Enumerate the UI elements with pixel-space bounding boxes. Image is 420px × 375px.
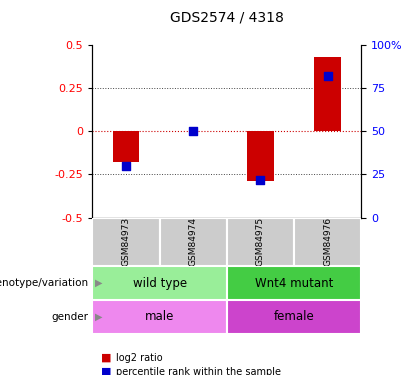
- Text: GSM84975: GSM84975: [256, 217, 265, 266]
- Point: [324, 73, 331, 79]
- Bar: [160, 217, 227, 266]
- Text: percentile rank within the sample: percentile rank within the sample: [116, 367, 281, 375]
- Text: GSM84974: GSM84974: [189, 217, 198, 266]
- Bar: [227, 217, 294, 266]
- Text: GSM84976: GSM84976: [323, 217, 332, 266]
- Text: GSM84973: GSM84973: [121, 217, 131, 266]
- Text: genotype/variation: genotype/variation: [0, 278, 88, 288]
- Bar: [92, 217, 160, 266]
- Bar: [92, 300, 227, 334]
- Text: ■: ■: [101, 353, 111, 363]
- Text: ▶: ▶: [94, 312, 102, 322]
- Text: gender: gender: [51, 312, 88, 322]
- Point: [123, 163, 129, 169]
- Text: Wnt4 mutant: Wnt4 mutant: [255, 277, 333, 290]
- Bar: [294, 217, 361, 266]
- Text: log2 ratio: log2 ratio: [116, 353, 162, 363]
- Text: female: female: [273, 310, 315, 323]
- Bar: [227, 300, 361, 334]
- Text: ▶: ▶: [94, 278, 102, 288]
- Bar: [113, 131, 139, 162]
- Point: [190, 128, 197, 134]
- Point: [257, 177, 264, 183]
- Bar: [92, 266, 227, 300]
- Text: wild type: wild type: [133, 277, 186, 290]
- Bar: [314, 57, 341, 131]
- Bar: [247, 131, 274, 181]
- Text: GDS2574 / 4318: GDS2574 / 4318: [170, 10, 284, 24]
- Text: male: male: [145, 310, 174, 323]
- Text: ■: ■: [101, 367, 111, 375]
- Bar: [227, 266, 361, 300]
